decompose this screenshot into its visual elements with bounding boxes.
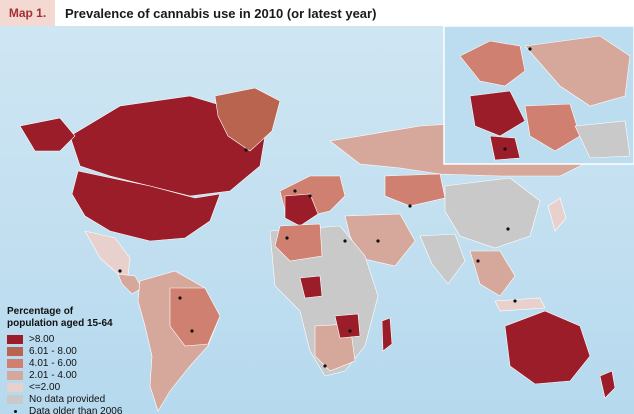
legend-swatch (7, 394, 23, 404)
legend-item: <=2.00 (7, 381, 157, 393)
brazil-region (169, 287, 221, 347)
inset-western-europe (469, 90, 526, 137)
world-map-svg (19, 26, 634, 412)
alaska-region (19, 117, 76, 152)
inset-eastern-europe (524, 35, 631, 107)
map-legend: Percentage of population aged 15-64 >8.0… (7, 306, 157, 414)
legend-item: 2.01 - 4.00 (7, 369, 157, 381)
legend-swatch (7, 346, 23, 356)
inset-southeast-europe (574, 120, 631, 159)
japan-region (547, 197, 567, 232)
legend-label: 2.01 - 4.00 (29, 369, 77, 381)
legend-item: >8.00 (7, 333, 157, 345)
nigeria-region (299, 275, 323, 299)
older-data-dot (503, 147, 507, 151)
older-data-dot (376, 239, 380, 243)
older-data-dot (178, 296, 182, 300)
new-zealand-region (599, 370, 616, 399)
mexico-region (84, 230, 131, 277)
zambia-region (334, 313, 361, 339)
europe-inset (443, 26, 634, 165)
older-data-markers (118, 47, 532, 368)
older-data-dot (190, 329, 194, 333)
older-data-dot (408, 204, 412, 208)
legend-swatch (7, 334, 23, 344)
legend-item: 6.01 - 8.00 (7, 345, 157, 357)
north-africa-region (274, 223, 323, 262)
legend-swatch (7, 382, 23, 392)
older-data-dot (348, 329, 352, 333)
legend-title-line2: population aged 15-64 (7, 318, 113, 329)
legend-label: 4.01 - 6.00 (29, 357, 77, 369)
legend-label: >8.00 (29, 333, 55, 345)
legend-item-older-data: Data older than 2006 (7, 405, 157, 414)
older-data-dot-icon (7, 407, 23, 414)
greenland-region (214, 87, 281, 152)
older-data-dot (293, 189, 297, 193)
older-data-dot (513, 299, 517, 303)
madagascar-region (381, 317, 393, 352)
legend-item: No data provided (7, 393, 157, 405)
india-region (419, 233, 466, 285)
legend-label: No data provided (29, 393, 106, 405)
western-europe-region (284, 193, 319, 227)
older-data-dot (285, 236, 289, 240)
legend-label: 6.01 - 8.00 (29, 345, 77, 357)
legend-title-line1: Percentage of (7, 306, 74, 317)
legend-label: Data older than 2006 (29, 405, 123, 414)
world-map: Percentage of population aged 15-64 >8.0… (0, 26, 634, 414)
canada-region (69, 95, 266, 197)
australia-region (504, 310, 591, 385)
legend-items: >8.00 6.01 - 8.00 4.01 - 6.00 2.01 - 4.00 <=… (7, 333, 157, 405)
kazakhstan-region (384, 173, 446, 207)
older-data-dot (323, 364, 327, 368)
older-data-dot (308, 194, 312, 198)
older-data-dot (476, 259, 480, 263)
older-data-dot (506, 227, 510, 231)
inset-central-europe (524, 103, 581, 152)
map-number-tag: Map 1. (0, 0, 55, 26)
legend-swatch (7, 370, 23, 380)
older-data-dot (343, 239, 347, 243)
older-data-dot (118, 269, 122, 273)
legend-label: <=2.00 (29, 381, 61, 393)
older-data-dot (244, 148, 248, 152)
legend-swatch (7, 358, 23, 368)
map-title: Prevalence of cannabis use in 2010 (or l… (65, 5, 377, 21)
legend-item: 4.01 - 6.00 (7, 357, 157, 369)
usa-region (71, 170, 221, 242)
indonesia-region (494, 297, 546, 312)
inset-nordic (459, 40, 526, 87)
legend-title: Percentage of population aged 15-64 (7, 306, 157, 330)
southeast-asia-region (469, 250, 516, 297)
china-region (444, 177, 541, 249)
figure-header: Map 1. Prevalence of cannabis use in 201… (0, 0, 634, 26)
older-data-dot (528, 47, 532, 51)
central-america-region (117, 273, 143, 295)
